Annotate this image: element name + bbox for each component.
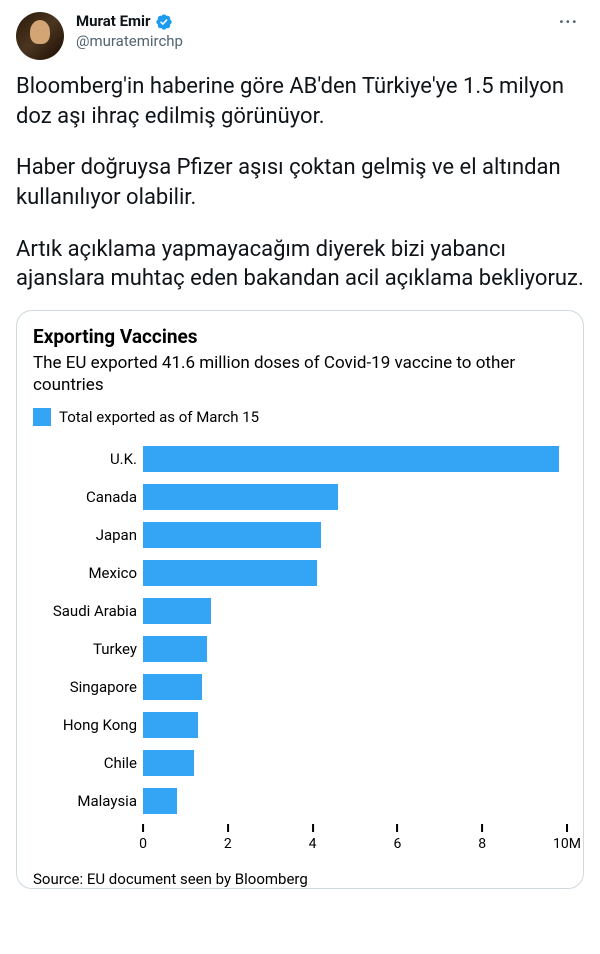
bar-label: Hong Kong [33, 716, 137, 734]
chart-subtitle: The EU exported 41.6 million doses of Co… [33, 352, 567, 396]
bar-track [143, 674, 567, 700]
x-tick-mark [481, 824, 483, 832]
bar-fill [143, 484, 338, 510]
x-tick-mark [142, 824, 144, 832]
bar-label: Saudi Arabia [33, 602, 137, 620]
legend-swatch [33, 408, 51, 426]
bar-fill [143, 446, 559, 472]
chart-title: Exporting Vaccines [33, 325, 567, 348]
avatar[interactable] [16, 12, 64, 60]
user-info: Murat Emir @muratemirchp [76, 12, 553, 51]
x-tick-label: 8 [478, 836, 486, 852]
bar-row: Singapore [143, 668, 567, 706]
legend-label: Total exported as of March 15 [59, 408, 259, 426]
bar-track [143, 522, 567, 548]
bar-row: Turkey [143, 630, 567, 668]
bar-label: Japan [33, 526, 137, 544]
tweet-paragraph: Artık açıklama yapmayacağım diyerek bizi… [16, 235, 584, 294]
bar-label: Malaysia [33, 792, 137, 810]
username[interactable]: @muratemirchp [76, 32, 553, 52]
bar-fill [143, 598, 211, 624]
display-name[interactable]: Murat Emir [76, 12, 151, 32]
bar-row: Malaysia [143, 782, 567, 820]
bar-row: U.K. [143, 440, 567, 478]
bar-track [143, 788, 567, 814]
x-tick-label: 10M [553, 836, 581, 852]
bar-track [143, 750, 567, 776]
bar-track [143, 636, 567, 662]
bar-track [143, 598, 567, 624]
x-axis: 0246810M [143, 824, 567, 864]
x-tick-mark [312, 824, 314, 832]
bar-label: Canada [33, 488, 137, 506]
bar-row: Canada [143, 478, 567, 516]
bar-label: Singapore [33, 678, 137, 696]
bar-label: Chile [33, 754, 137, 772]
x-tick: 6 [393, 824, 401, 852]
bar-row: Hong Kong [143, 706, 567, 744]
x-tick: 0 [139, 824, 147, 852]
tweet-text: Bloomberg'in haberine göre AB'den Türkiy… [16, 72, 584, 294]
bar-fill [143, 750, 194, 776]
bar-track [143, 446, 567, 472]
bar-fill [143, 674, 202, 700]
bar-track [143, 712, 567, 738]
display-name-row: Murat Emir [76, 12, 553, 32]
x-tick-label: 2 [224, 836, 232, 852]
chart-card[interactable]: Exporting Vaccines The EU exported 41.6 … [16, 310, 584, 889]
bar-fill [143, 636, 207, 662]
tweet-paragraph: Bloomberg'in haberine göre AB'den Türkiy… [16, 72, 584, 131]
x-tick: 10M [553, 824, 581, 852]
more-options-button[interactable]: ··· [553, 12, 584, 33]
tweet-header: Murat Emir @muratemirchp ··· [16, 12, 584, 60]
bar-row: Mexico [143, 554, 567, 592]
x-tick-mark [396, 824, 398, 832]
bar-row: Saudi Arabia [143, 592, 567, 630]
tweet-paragraph: Haber doğruysa Pfizer aşısı çoktan gelmi… [16, 153, 584, 212]
x-tick-label: 0 [139, 836, 147, 852]
verified-badge-icon [155, 13, 173, 31]
chart-bars-area: U.K.CanadaJapanMexicoSaudi ArabiaTurkeyS… [33, 440, 567, 864]
bar-track [143, 560, 567, 586]
bar-fill [143, 560, 317, 586]
tweet-container: Murat Emir @muratemirchp ··· Bloomberg'i… [0, 0, 600, 901]
chart-legend: Total exported as of March 15 [33, 408, 567, 426]
bar-fill [143, 712, 198, 738]
bar-track [143, 484, 567, 510]
bar-label: Mexico [33, 564, 137, 582]
x-tick: 4 [309, 824, 317, 852]
bar-row: Chile [143, 744, 567, 782]
x-tick-label: 6 [393, 836, 401, 852]
x-tick: 8 [478, 824, 486, 852]
bar-fill [143, 788, 177, 814]
chart-source: Source: EU document seen by Bloomberg [33, 870, 567, 888]
bar-row: Japan [143, 516, 567, 554]
x-tick: 2 [224, 824, 232, 852]
x-tick-mark [227, 824, 229, 832]
bar-fill [143, 522, 321, 548]
x-tick-mark [566, 824, 568, 832]
x-tick-label: 4 [309, 836, 317, 852]
bar-label: U.K. [33, 450, 137, 468]
bar-label: Turkey [33, 640, 137, 658]
